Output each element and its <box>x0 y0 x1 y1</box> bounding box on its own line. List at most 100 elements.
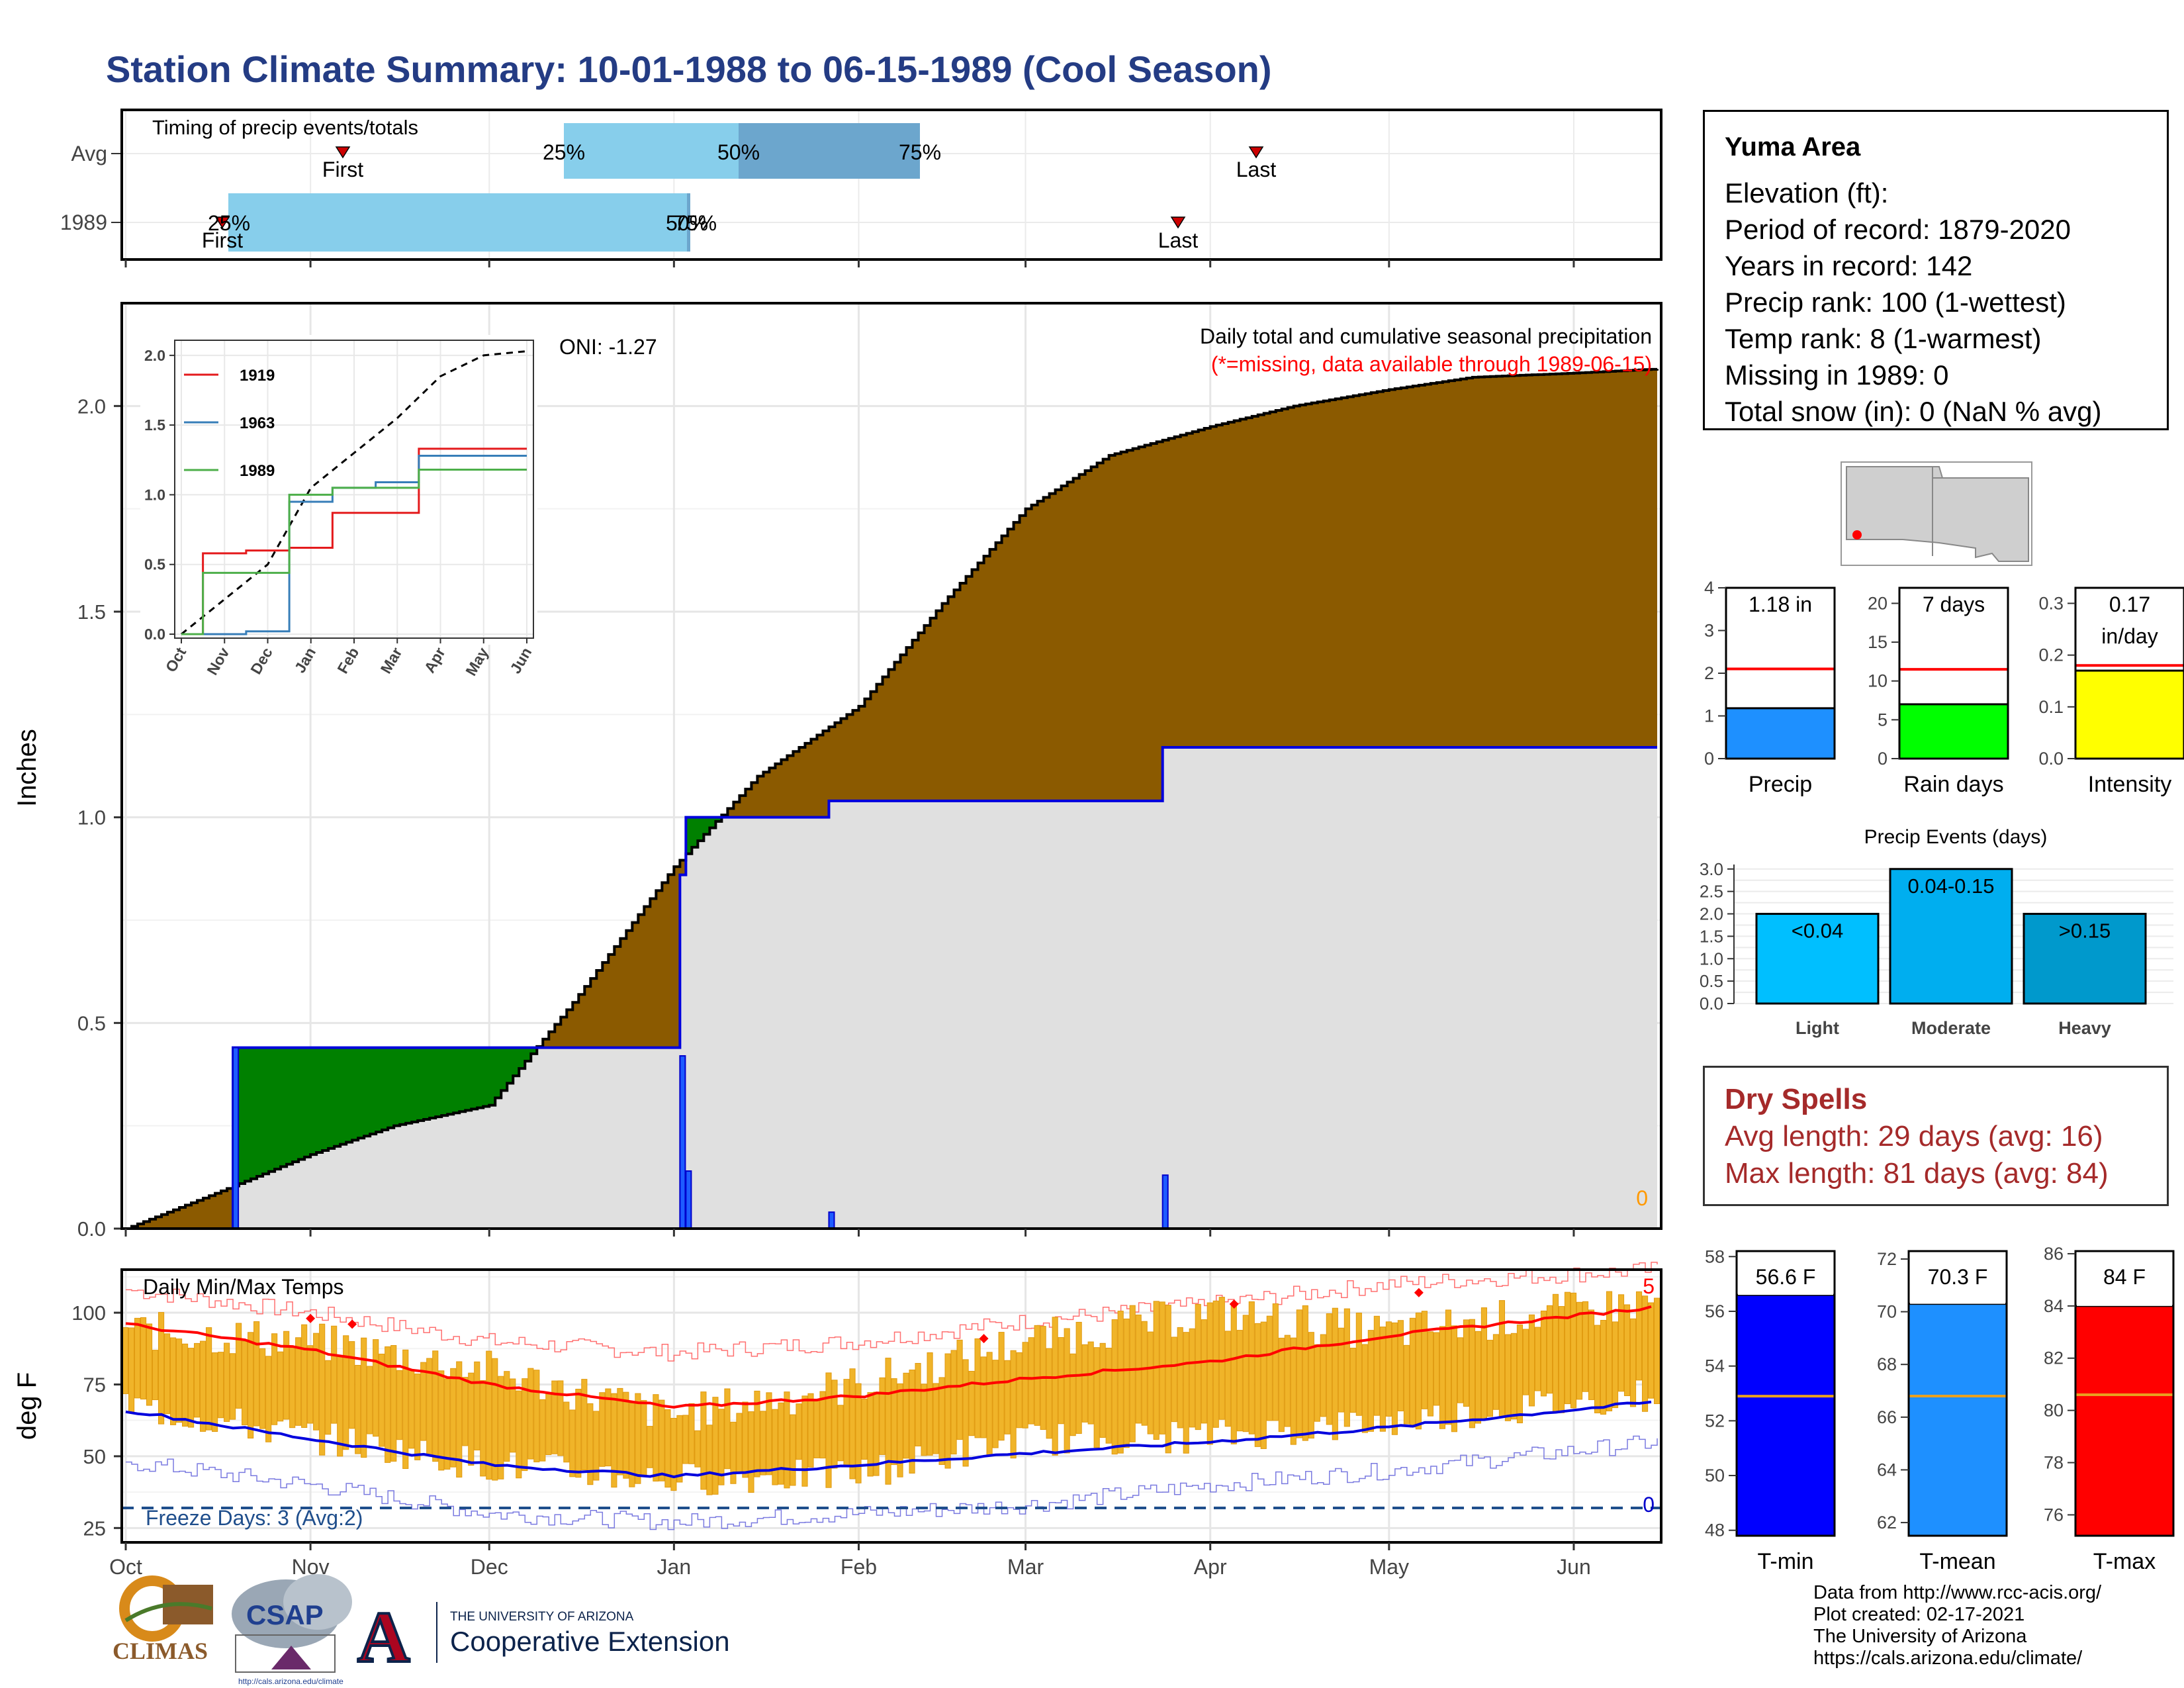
daily-temperature-bar <box>682 1415 689 1464</box>
daily-temperature-bar <box>379 1354 385 1447</box>
tmean-y-tick-label: 70 <box>1877 1302 1897 1322</box>
credit-university: The University of Arizona <box>1813 1626 2027 1647</box>
precip-y-tick-label: 0 <box>1704 749 1714 769</box>
daily-temperature-bar <box>444 1378 451 1470</box>
daily-temperature-bar <box>688 1403 695 1464</box>
tmin-y-tick-label: 48 <box>1705 1521 1725 1540</box>
daily-temperature-bar <box>1290 1337 1297 1445</box>
daily-temperature-bar <box>1510 1333 1518 1420</box>
inset-y-tick-label: 1.5 <box>144 416 165 434</box>
daily-temperature-bar <box>1064 1328 1070 1454</box>
daily-temperature-bar <box>1117 1311 1124 1454</box>
tmax-y-tick-label: 80 <box>2044 1401 2064 1421</box>
daily-temperature-bar <box>1046 1348 1052 1439</box>
daily-temperature-bar <box>1582 1301 1589 1392</box>
daily-temperature-bar <box>325 1360 332 1435</box>
daily-temperature-bar <box>1248 1301 1255 1434</box>
daily-temperature-bar <box>1159 1301 1165 1434</box>
daily-temperature-bar <box>1653 1297 1661 1405</box>
events-y-tick-label: 2.0 <box>1700 904 1723 924</box>
daily-temperature-bar <box>855 1383 862 1483</box>
daily-temperature-bar <box>194 1342 201 1418</box>
daily-temperature-bar <box>1052 1317 1058 1456</box>
daily-temperature-bar <box>754 1390 760 1477</box>
daily-temperature-bar <box>724 1388 731 1470</box>
daily-temperature-bar <box>551 1380 558 1454</box>
daily-temperature-bar <box>1606 1291 1613 1411</box>
daily-temperature-bar <box>224 1342 230 1422</box>
daily-temperature-bar <box>867 1392 874 1477</box>
daily-temperature-bar <box>962 1359 969 1467</box>
daily-temperature-bar <box>1588 1309 1595 1400</box>
temperature-y-tick-label: 25 <box>83 1517 106 1540</box>
daily-temperature-bar <box>1617 1294 1625 1392</box>
daily-temperature-bar <box>843 1379 850 1467</box>
daily-temperature-bar <box>349 1341 355 1429</box>
daily-temperature-bar <box>1016 1352 1023 1429</box>
daily-temperature-bar <box>545 1393 552 1456</box>
last-1989-marker <box>1170 216 1186 229</box>
daily-temperature-bar <box>1498 1300 1506 1418</box>
daily-temperature-bar <box>1492 1334 1500 1410</box>
precip-frame <box>120 302 1662 1230</box>
season-bar-charts: 0 1 2 3 4 1.18 in Precip 0 5 10 15 20 7 days Rain day… <box>1704 578 2184 797</box>
daily-temperature-bar <box>307 1345 314 1424</box>
daily-temperature-bar <box>1635 1291 1643 1381</box>
daily-temperature-bar <box>569 1409 576 1477</box>
university-of-arizona-logo: A THE UNIVERSITY OF ARIZONA Cooperative … <box>356 1595 730 1679</box>
raindays-frame <box>1898 586 2009 760</box>
temperature-title: Daily Min/Max Temps <box>143 1275 343 1299</box>
daily-temperature-bar <box>200 1340 206 1432</box>
daily-temperature-bar <box>1623 1304 1631 1397</box>
daily-temperature-bar <box>557 1380 564 1456</box>
tmin-y-tick-label: 50 <box>1705 1466 1725 1485</box>
daily-temperature-bar <box>664 1409 671 1488</box>
daily-temperature-bar <box>1427 1331 1433 1417</box>
daily-temperature-bar <box>1183 1332 1189 1454</box>
timing-title: Timing of precip events/totals <box>152 116 418 139</box>
daily-temperature-bar <box>492 1358 498 1481</box>
daily-temperature-bar <box>1069 1353 1076 1436</box>
daily-temperature-bar <box>784 1391 790 1489</box>
temperature-x-ticks: Oct Nov Dec Jan Feb Mar Apr May Jun <box>109 1542 1591 1579</box>
daily-temperature-bar <box>1075 1321 1082 1434</box>
events-bar-label: <0.04 <box>1792 919 1843 943</box>
info-temp-rank: Temp rank: 8 (1-warmest) <box>1725 323 2042 354</box>
record-high-marker <box>347 1319 357 1329</box>
daily-temperature-bar <box>1147 1331 1154 1434</box>
timing-panel: Timing of precip events/totals First Las… <box>60 109 1662 267</box>
daily-temperature-bar <box>831 1380 838 1469</box>
daily-temperature-bar <box>712 1397 719 1495</box>
month-label: Jan <box>657 1555 692 1579</box>
daily-temperature-bar <box>504 1371 510 1462</box>
daily-temperature-bar <box>1379 1327 1386 1432</box>
avg-bar-50-75 <box>739 123 920 179</box>
raindays-y-tick-label: 10 <box>1868 671 1888 691</box>
daily-temperature-bar <box>891 1378 897 1466</box>
daily-precip-bar <box>1161 1174 1169 1230</box>
daily-temperature-bar <box>623 1391 629 1479</box>
daily-precip-bar <box>828 1211 835 1229</box>
tmax-bar <box>2074 1305 2175 1537</box>
tmin-y-tick-label: 58 <box>1705 1246 1725 1266</box>
precip-y-axis-title: Inches <box>13 729 42 807</box>
station-name: Yuma Area <box>1725 132 1861 162</box>
daily-temperature-bar <box>253 1321 260 1427</box>
daily-temperature-bar <box>522 1378 528 1472</box>
daily-temperature-bar <box>331 1325 338 1424</box>
raindays-label: Rain days <box>1903 772 2003 797</box>
tmin-label-background <box>1738 1252 1833 1295</box>
daily-temperature-bar <box>813 1400 820 1458</box>
tmin-y-tick-label: 56 <box>1705 1301 1725 1321</box>
month-label: May <box>1369 1555 1409 1579</box>
daily-temperature-bar <box>385 1346 391 1463</box>
daily-temperature-bar <box>980 1356 987 1438</box>
daily-temperature-bar <box>1469 1319 1475 1429</box>
events-y-tick-label: 0.0 <box>1700 994 1723 1013</box>
precip-y-tick-label: 1.0 <box>77 806 106 829</box>
average-min-line <box>125 1400 1652 1479</box>
daily-temperature-bar <box>950 1350 957 1455</box>
daily-temperature-bar <box>1177 1327 1183 1429</box>
daily-temperature-bar <box>152 1350 159 1401</box>
